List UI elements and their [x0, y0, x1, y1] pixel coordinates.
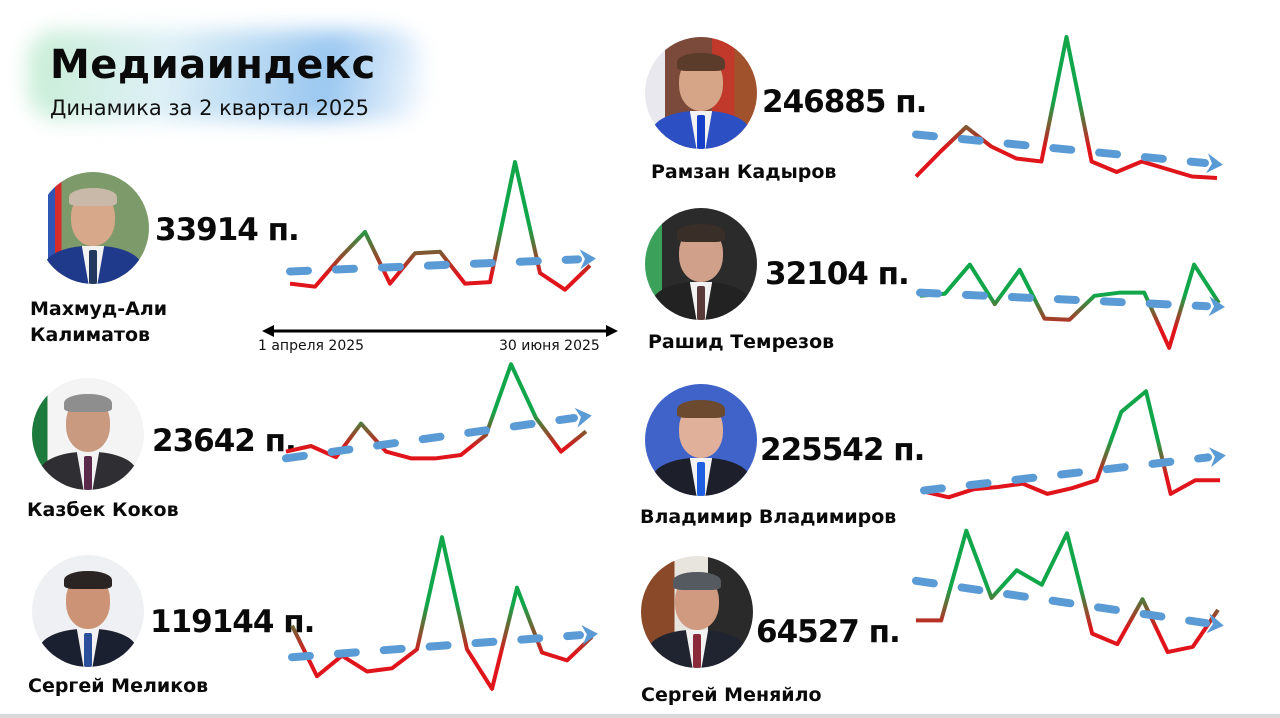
score-kokov: 23642 п.: [152, 423, 297, 459]
series-line: [923, 389, 1220, 500]
header-highlight: [28, 30, 423, 120]
chart-temrezov: [916, 262, 1225, 350]
time-axis-arrow: [262, 325, 618, 337]
name-menyaylo: Сергей Меняйло: [641, 684, 822, 706]
axis-start-label: 1 апреля 2025: [258, 338, 365, 354]
trend-line: [916, 288, 1211, 311]
series-line: [290, 535, 594, 691]
name-kadyrov: Рамзан Кадыров: [651, 161, 837, 183]
avatar-melikov: [32, 555, 144, 667]
name-temrezov: Рашид Темрезов: [648, 331, 835, 353]
trend-line: [282, 414, 578, 463]
avatar-temrezov: [645, 208, 757, 320]
page-subtitle: Динамика за 2 квартал 2025: [50, 96, 370, 120]
score-menyaylo: 64527 п.: [756, 614, 901, 650]
name-melikov: Сергей Меликов: [28, 675, 209, 697]
page-title: Медиаиндекс: [50, 42, 376, 88]
axis-end-label: 30 июня 2025: [499, 338, 600, 354]
name-kokov: Казбек Коков: [27, 499, 179, 521]
trend-line: [286, 255, 582, 276]
avatar-kokov: [32, 378, 144, 490]
avatar-vladimirov: [645, 384, 757, 496]
chart-kalimatov: [286, 160, 596, 292]
trend-line: [912, 576, 1210, 628]
trend-arrow-icon: [581, 624, 598, 645]
chart-vladimirov: [920, 389, 1226, 500]
name-kalimatov: Махмуд-Али Калиматов: [30, 298, 168, 346]
trend-arrow-icon: [1206, 153, 1223, 174]
score-kalimatov: 33914 п.: [155, 212, 300, 248]
series-line: [289, 160, 592, 292]
bottom-border: [0, 714, 1280, 718]
trend-arrow-icon: [574, 407, 592, 428]
trend-line: [912, 130, 1209, 167]
trend-line: [920, 453, 1212, 495]
series-line: [919, 262, 1221, 350]
series-line: [914, 35, 1218, 180]
score-melikov: 119144 п.: [150, 604, 315, 640]
trend-arrow-icon: [1206, 613, 1224, 634]
avatar-kalimatov: [37, 172, 149, 284]
trend-line: [288, 631, 584, 662]
trend-arrow-icon: [579, 249, 596, 270]
avatar-menyaylo: [641, 556, 753, 668]
chart-menyaylo: [912, 528, 1224, 655]
score-kadyrov: 246885 п.: [762, 84, 927, 120]
score-temrezov: 32104 п.: [765, 256, 910, 292]
chart-kadyrov: [912, 35, 1223, 180]
series-line: [285, 362, 588, 461]
chart-melikov: [288, 535, 598, 691]
trend-arrow-icon: [1208, 296, 1225, 317]
avatar-kadyrov: [645, 37, 757, 149]
name-vladimirov: Владимир Владимиров: [640, 506, 897, 528]
chart-kokov: [282, 362, 592, 463]
series-line: [916, 528, 1220, 655]
score-vladimirov: 225542 п.: [760, 432, 925, 468]
trend-arrow-icon: [1208, 447, 1226, 468]
